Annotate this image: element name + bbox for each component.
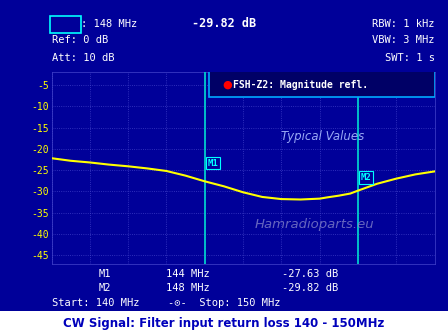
Text: CW Signal: Filter input return loss 140 - 150MHz: CW Signal: Filter input return loss 140 …: [63, 317, 385, 330]
Text: 144 MHz: 144 MHz: [166, 269, 210, 279]
Text: M1: M1: [99, 269, 111, 279]
FancyBboxPatch shape: [209, 71, 435, 97]
Text: Hamradioparts.eu: Hamradioparts.eu: [254, 218, 374, 230]
Text: M2: M2: [99, 283, 111, 293]
Text: SWT: 1 s: SWT: 1 s: [384, 53, 435, 63]
Text: RBW: 1 kHz: RBW: 1 kHz: [372, 18, 435, 29]
Text: : 148 MHz: : 148 MHz: [81, 18, 138, 29]
Text: 148 MHz: 148 MHz: [166, 283, 210, 293]
Text: Typical Values: Typical Values: [281, 130, 365, 143]
Text: -29.82 dB: -29.82 dB: [282, 283, 339, 293]
Text: ●: ●: [222, 80, 232, 90]
Text: Start: 140 MHz: Start: 140 MHz: [52, 298, 139, 308]
Text: -27.63 dB: -27.63 dB: [282, 269, 339, 279]
Text: VBW: 3 MHz: VBW: 3 MHz: [372, 35, 435, 45]
Text: M2: M2: [54, 18, 66, 29]
Text: -⊙-  Stop: 150 MHz: -⊙- Stop: 150 MHz: [168, 298, 280, 308]
Text: FSH-Z2: Magnitude refl.: FSH-Z2: Magnitude refl.: [233, 80, 369, 90]
Text: M1: M1: [208, 159, 219, 168]
Text: -29.82 dB: -29.82 dB: [192, 17, 256, 30]
Text: Ref: 0 dB: Ref: 0 dB: [52, 35, 108, 45]
Text: Att: 10 dB: Att: 10 dB: [52, 53, 114, 63]
Text: M2: M2: [361, 173, 372, 182]
